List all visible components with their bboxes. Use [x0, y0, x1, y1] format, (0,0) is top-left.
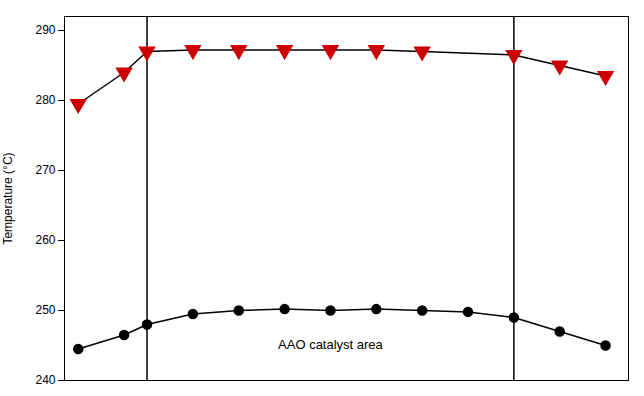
svg-text:AAO catalyst area: AAO catalyst area: [278, 337, 384, 352]
svg-text:Temperature (°C): Temperature (°C): [1, 152, 15, 244]
svg-text:290: 290: [35, 23, 55, 37]
svg-text:270: 270: [35, 163, 55, 177]
svg-text:280: 280: [35, 93, 55, 107]
svg-text:260: 260: [35, 233, 55, 247]
svg-text:250: 250: [35, 303, 55, 317]
svg-text:240: 240: [35, 373, 55, 387]
